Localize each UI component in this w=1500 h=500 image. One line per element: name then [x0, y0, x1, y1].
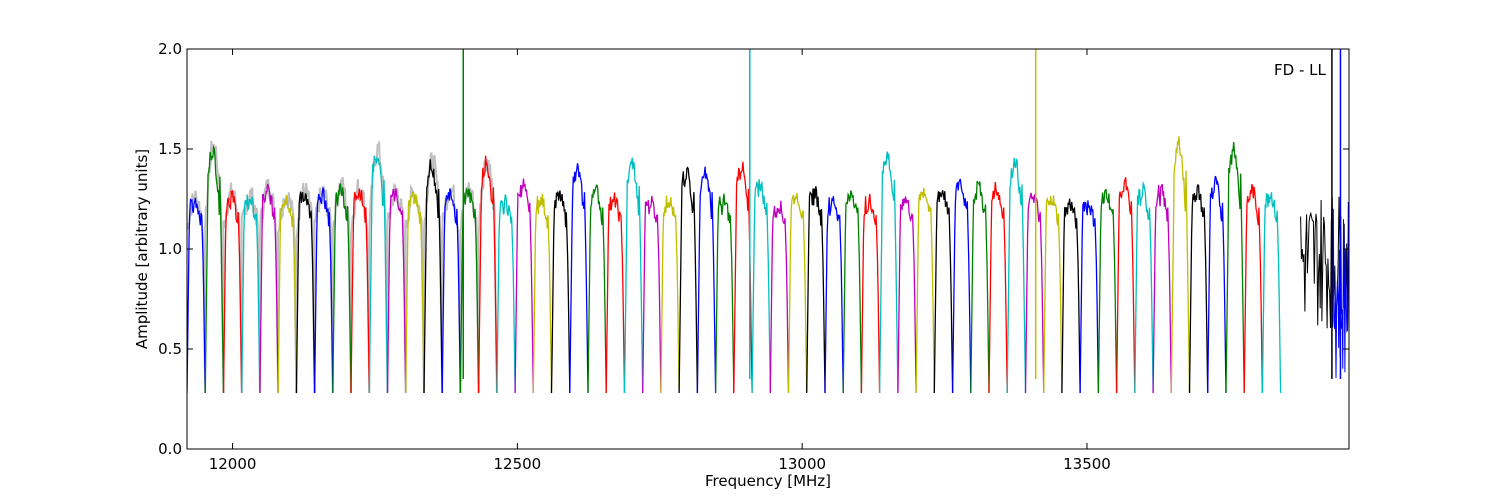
spectrum-segment-24 — [605, 192, 626, 394]
spectrum-segment-44 — [970, 180, 990, 394]
spectrum-segment-42 — [933, 190, 954, 394]
spectrum-segment-45 — [988, 181, 1008, 394]
spectrum-segment-56 — [1188, 184, 1209, 394]
spectrum-segment-54 — [1152, 183, 1172, 394]
spectrum-segment-35 — [806, 186, 826, 394]
spectrum-segment-55 — [1170, 136, 1191, 394]
y-tick-label-0: 0.0 — [158, 440, 182, 458]
spectrum-segment-57 — [1207, 175, 1227, 394]
spectrum-segment-38 — [860, 193, 881, 394]
x-tick-label-13500: 13500 — [1063, 455, 1111, 473]
spectrum-segment-34 — [787, 192, 808, 394]
spectrum-segment-37 — [842, 190, 863, 394]
y-axis-label: Amplitude [arbitrary units] — [133, 149, 151, 349]
spectrum-segment-30 — [714, 193, 735, 394]
spectrum-segment-23 — [587, 184, 607, 394]
spectrum-segment-50 — [1079, 200, 1100, 394]
spectrum-segment-59 — [1243, 183, 1264, 394]
y-tick-label-1.5: 1.5 — [158, 140, 182, 158]
x-axis-label: Frequency [MHz] — [705, 472, 831, 490]
spectrum-segment-2 — [204, 144, 225, 394]
x-tick-label-12500: 12500 — [494, 455, 542, 473]
spectrum-segment-5 — [259, 183, 279, 394]
spectrum-segment-31 — [733, 161, 753, 394]
spectrum-segment-27 — [660, 195, 680, 394]
spectrum-segment-33 — [769, 200, 790, 394]
spectrum-segment-32 — [751, 179, 771, 394]
spectrum-segment-26 — [642, 195, 662, 394]
spectrum-segment-6 — [277, 194, 298, 394]
spectrum-segment-18 — [496, 194, 516, 394]
spectrum-segment-60 — [1261, 192, 1282, 394]
spectrum-segment-36 — [824, 196, 844, 394]
spectrum-segment-20 — [532, 193, 553, 394]
spectrum-segment-10 — [350, 188, 370, 394]
x-tick-label-13000: 13000 — [778, 455, 826, 473]
spectrum-segment-52 — [1115, 177, 1136, 394]
spectrum-segment-58 — [1225, 142, 1245, 394]
spectrum-segment-3 — [222, 189, 243, 394]
spectrum-segment-21 — [550, 190, 571, 394]
spectrum-segment-11 — [368, 155, 389, 394]
spectrum-segment-47 — [1024, 192, 1045, 394]
spectrum-segment-13 — [405, 190, 425, 394]
series-layer — [187, 49, 1349, 394]
spectrum-segment-40 — [897, 196, 917, 394]
spectrum-segment-49 — [1061, 198, 1081, 394]
spectrum-segment-12 — [386, 188, 407, 394]
spectrum-segment-39 — [878, 151, 899, 394]
spectrum-segment-19 — [514, 178, 534, 394]
spectrum-segment-25 — [623, 157, 644, 394]
spectrum-segment-53 — [1134, 180, 1154, 394]
spectrum-segment-4 — [241, 194, 261, 394]
spectrum-segment-29 — [696, 166, 717, 394]
spectrum-segment-43 — [951, 178, 972, 394]
spectrum-segment-14 — [423, 159, 443, 394]
spectrum-segment-1 — [187, 197, 206, 394]
spectrum-segment-17 — [477, 155, 498, 394]
x-tick-label-12000: 12000 — [209, 455, 257, 473]
y-tick-label-2: 2.0 — [158, 40, 182, 58]
spectrum-segment-9 — [332, 183, 352, 394]
y-tick-label-0.5: 0.5 — [158, 340, 182, 358]
spectrum-segment-51 — [1097, 189, 1118, 394]
spectrum-segment-41 — [915, 187, 935, 394]
spectrum-segment-7 — [295, 191, 316, 394]
y-tick-label-1: 1.0 — [158, 240, 182, 258]
spectrum-segment-22 — [569, 163, 589, 394]
spectrum-segment-46 — [1006, 157, 1027, 394]
spectrum-segment-28 — [678, 166, 699, 394]
spectrum-segment-8 — [313, 186, 334, 394]
spectrum-segment-48 — [1043, 195, 1063, 394]
spectrum-segment-15 — [441, 188, 462, 394]
ticks-layer: 12000 12500 13000 13500 0.0 0.5 1.0 1.5 2.0 — [158, 40, 1349, 473]
panel-annotation: FD - LL — [1274, 61, 1326, 79]
